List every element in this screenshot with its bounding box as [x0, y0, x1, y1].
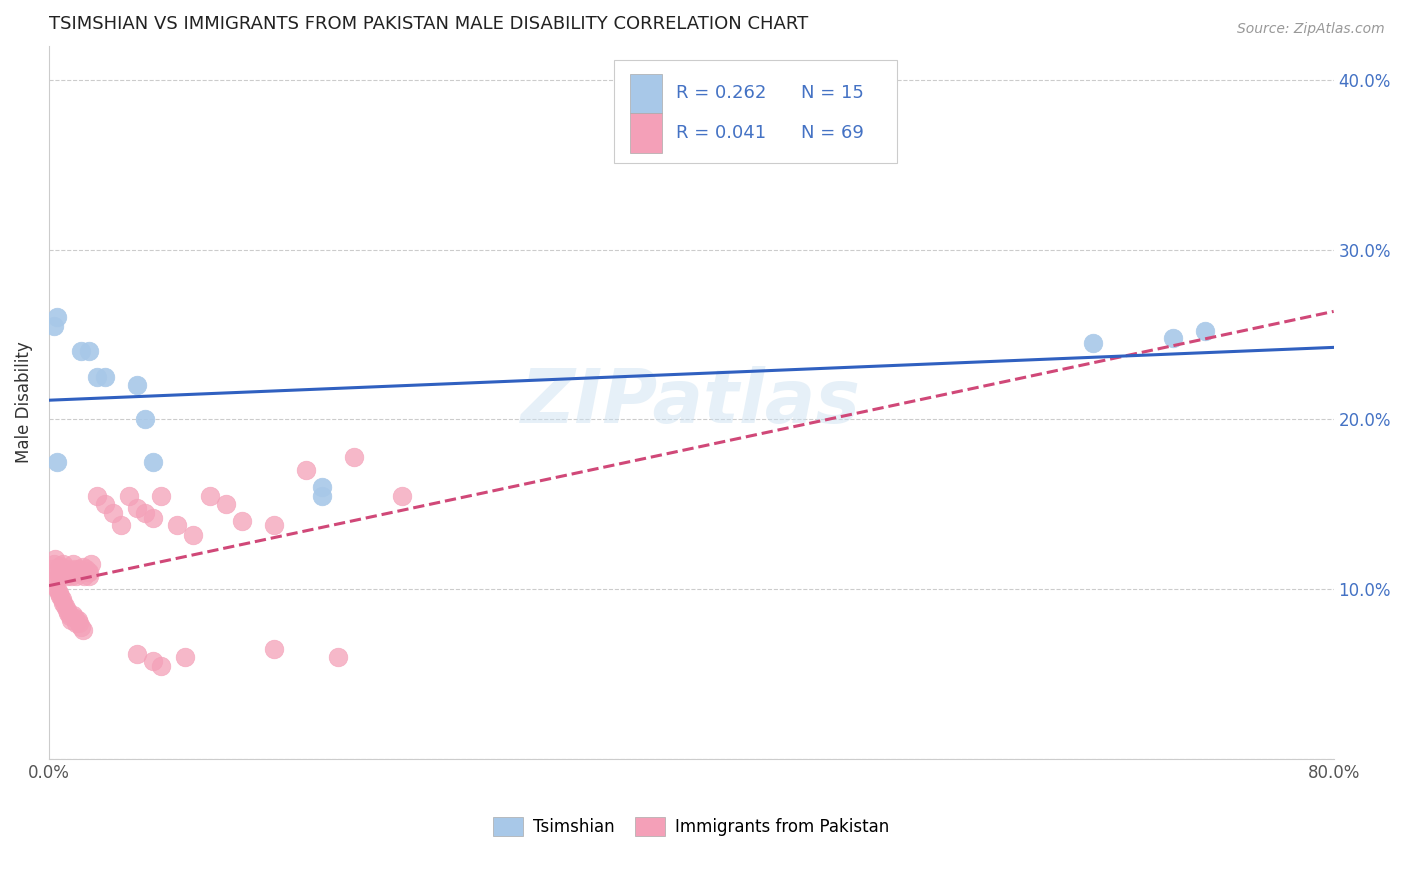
FancyBboxPatch shape — [630, 74, 662, 113]
Point — [127, 378, 149, 392]
Point — [214, 497, 236, 511]
Point — [166, 517, 188, 532]
Point — [142, 654, 165, 668]
Point — [1161, 331, 1184, 345]
Point — [77, 568, 100, 582]
Point — [72, 560, 94, 574]
Point — [150, 489, 173, 503]
Point — [44, 579, 66, 593]
Point — [48, 568, 70, 582]
Point — [343, 450, 366, 464]
Point — [198, 489, 221, 503]
Legend: Tsimshian, Immigrants from Pakistan: Tsimshian, Immigrants from Pakistan — [486, 810, 896, 843]
Point — [41, 562, 63, 576]
Point — [311, 480, 333, 494]
Point — [55, 603, 77, 617]
Point — [263, 641, 285, 656]
Point — [183, 528, 205, 542]
Point — [150, 658, 173, 673]
Point — [42, 574, 65, 588]
Text: R = 0.262: R = 0.262 — [676, 85, 766, 103]
FancyBboxPatch shape — [614, 60, 897, 163]
Point — [94, 370, 117, 384]
Point — [174, 650, 197, 665]
Point — [142, 511, 165, 525]
Point — [65, 568, 87, 582]
Point — [51, 592, 73, 607]
Point — [72, 623, 94, 637]
Point — [295, 463, 318, 477]
Point — [42, 557, 65, 571]
Point — [70, 566, 93, 580]
Point — [1194, 324, 1216, 338]
Point — [63, 611, 86, 625]
Point — [53, 599, 76, 614]
Point — [46, 566, 69, 580]
Point — [73, 568, 96, 582]
Point — [58, 606, 80, 620]
Point — [127, 500, 149, 515]
Y-axis label: Male Disability: Male Disability — [15, 342, 32, 463]
Point — [110, 517, 132, 532]
Point — [94, 497, 117, 511]
Point — [55, 568, 77, 582]
Point — [52, 596, 75, 610]
Point — [44, 551, 66, 566]
Point — [66, 613, 89, 627]
Point — [231, 514, 253, 528]
Text: TSIMSHIAN VS IMMIGRANTS FROM PAKISTAN MALE DISABILITY CORRELATION CHART: TSIMSHIAN VS IMMIGRANTS FROM PAKISTAN MA… — [49, 15, 808, 33]
Text: R = 0.041: R = 0.041 — [676, 124, 766, 142]
Point — [52, 557, 75, 571]
Point — [60, 568, 83, 582]
Point — [86, 489, 108, 503]
Text: N = 15: N = 15 — [800, 85, 863, 103]
Point — [311, 489, 333, 503]
FancyBboxPatch shape — [630, 113, 662, 153]
Point — [326, 650, 349, 665]
Point — [75, 562, 97, 576]
Point — [134, 412, 156, 426]
Point — [65, 616, 87, 631]
Text: N = 69: N = 69 — [800, 124, 863, 142]
Point — [80, 557, 103, 571]
Point — [118, 489, 141, 503]
Point — [46, 310, 69, 325]
Point — [76, 566, 98, 580]
Point — [62, 557, 84, 571]
Point — [69, 616, 91, 631]
Point — [69, 562, 91, 576]
Text: Source: ZipAtlas.com: Source: ZipAtlas.com — [1237, 22, 1385, 37]
Point — [51, 562, 73, 576]
Point — [58, 562, 80, 576]
Point — [59, 609, 82, 624]
Point — [70, 344, 93, 359]
Point — [49, 589, 72, 603]
Point — [66, 566, 89, 580]
Point — [62, 607, 84, 622]
Point — [263, 517, 285, 532]
Point — [77, 566, 100, 580]
Point — [46, 455, 69, 469]
Point — [59, 566, 82, 580]
Text: ZIPatlas: ZIPatlas — [522, 366, 862, 439]
Point — [127, 647, 149, 661]
Point — [49, 558, 72, 573]
Point — [42, 318, 65, 333]
Point — [391, 489, 413, 503]
Point — [142, 455, 165, 469]
Point — [53, 566, 76, 580]
Point — [134, 506, 156, 520]
Point — [86, 370, 108, 384]
Point — [77, 344, 100, 359]
Point — [1081, 335, 1104, 350]
Point — [60, 613, 83, 627]
Point — [46, 582, 69, 597]
Point — [63, 562, 86, 576]
Point — [48, 585, 70, 599]
Point — [103, 506, 125, 520]
Point — [70, 620, 93, 634]
